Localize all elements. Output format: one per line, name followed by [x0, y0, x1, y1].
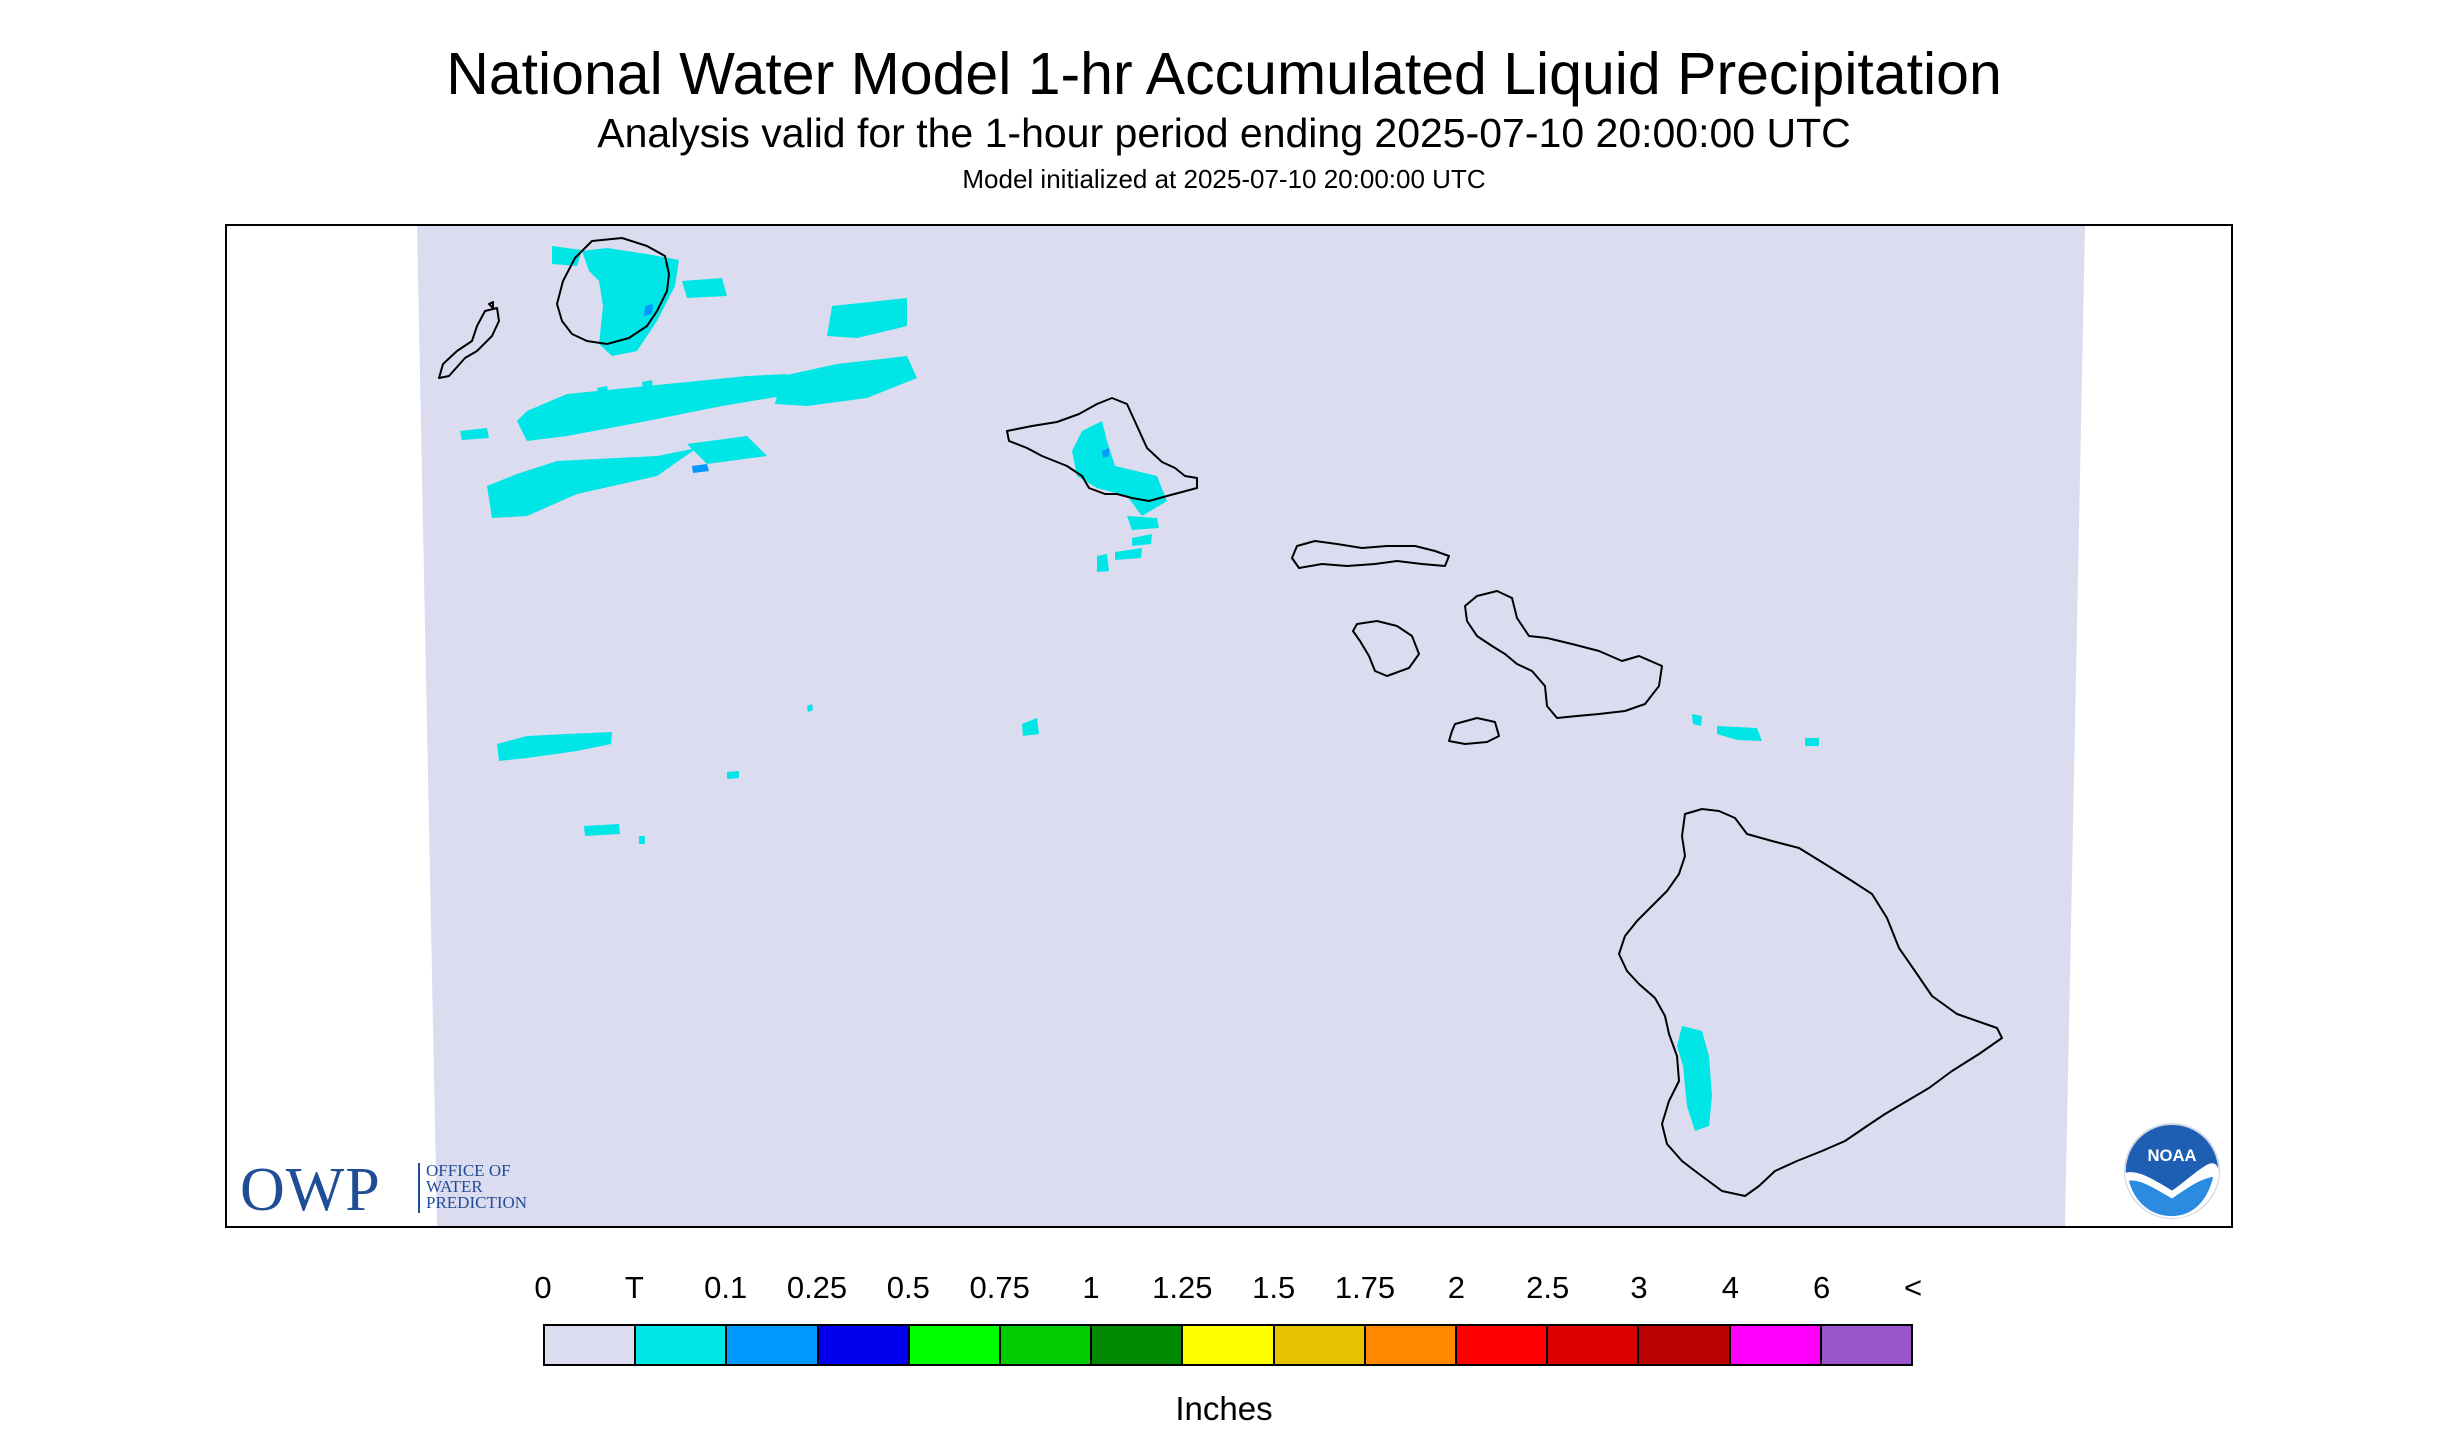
chart-subtitle: Analysis valid for the 1-hour period end…: [597, 110, 1851, 156]
precip-trace-areas: [460, 246, 1819, 1131]
precip-patch: [827, 298, 907, 338]
precip-light-areas: [644, 304, 1109, 473]
chart-title: National Water Model 1-hr Accumulated Li…: [446, 41, 2002, 107]
legend-tick-label: 0.1: [704, 1270, 748, 1305]
legend-color-box: [1274, 1326, 1366, 1364]
precip-patch: [644, 304, 653, 316]
legend-labels: 0 T 0.1 0.25 0.5 0.75 1 1.25 1.5 1.75 2 2.5 3 4 6 <: [0, 1270, 2448, 1310]
island-kauai: [556, 237, 670, 345]
precip-patch: [1127, 516, 1159, 530]
precip-patch: [807, 704, 813, 712]
precip-patch: [1805, 738, 1819, 746]
precip-patch: [487, 448, 697, 518]
legend-unit-label: Inches: [1175, 1390, 1273, 1427]
precip-patch: [775, 356, 917, 406]
precip-patch: [597, 386, 609, 396]
legend-tick-label: 0.5: [886, 1270, 930, 1305]
legend-tick-label: T: [624, 1270, 644, 1305]
island-lanai: [1352, 620, 1420, 677]
precip-map: [417, 226, 2085, 1226]
legend-tick-label: 1.5: [1252, 1270, 1296, 1305]
coastlines: [438, 237, 2003, 1197]
owp-logo-line: PREDICTION: [426, 1193, 528, 1212]
precip-patch: [687, 436, 767, 464]
precip-patch: [460, 428, 489, 440]
map-domain: [417, 226, 2085, 1226]
legend-color-box: [1821, 1326, 1912, 1364]
legend-color-box: [1092, 1326, 1184, 1364]
legend-tick-label: 1.25: [1152, 1270, 1213, 1305]
legend-color-box: [1548, 1326, 1640, 1364]
legend-tick-label: 0.75: [969, 1270, 1030, 1305]
noaa-logo-text: NOAA: [2147, 1146, 2196, 1165]
precip-patch: [582, 248, 679, 356]
precip-patch: [1132, 534, 1152, 546]
legend-tick-label: 0.25: [786, 1270, 848, 1305]
owp-logo-divider: [418, 1163, 420, 1213]
legend-color-box: [1365, 1326, 1458, 1364]
legend-color-bar: [543, 1324, 1913, 1366]
map-frame: OWP OFFICE OF WATER PREDICTION NOAA: [225, 224, 2233, 1228]
precip-patch: [1692, 714, 1702, 726]
legend-color-box: [1001, 1326, 1093, 1364]
island-niihau-islet: [488, 301, 494, 309]
legend-color-box: [1730, 1326, 1822, 1364]
legend-tick-label: 2.5: [1526, 1270, 1570, 1305]
legend-tick-label: 1: [1082, 1270, 1100, 1305]
island-molokai: [1291, 540, 1450, 569]
color-legend: 0 T 0.1 0.25 0.5 0.75 1 1.25 1.5 1.75 2 2.5 3 4 6 < Inc…: [0, 1260, 2448, 1450]
legend-tick-label: <: [1903, 1270, 1923, 1305]
island-maui: [1464, 590, 1663, 719]
island-hawaii: [1618, 808, 2003, 1197]
precip-patch: [642, 380, 653, 390]
precip-patch: [1022, 718, 1039, 736]
noaa-logo: NOAA: [2123, 1122, 2221, 1220]
legend-color-box: [1457, 1326, 1549, 1364]
precip-patch: [1677, 1026, 1712, 1131]
owp-logo-letters: OWP: [240, 1156, 381, 1224]
precip-patch: [682, 278, 727, 298]
legend-color-box: [1183, 1326, 1275, 1364]
precip-patch: [1097, 554, 1109, 572]
legend-color-box: [909, 1326, 1002, 1364]
precip-patch: [584, 824, 620, 836]
legend-tick-label: 0: [534, 1270, 552, 1305]
owp-logo-line: WATER: [426, 1177, 483, 1196]
legend-tick-label: 4: [1721, 1270, 1739, 1305]
precip-patch: [1115, 548, 1142, 560]
owp-logo-line: OFFICE OF: [426, 1161, 511, 1180]
legend-tick-label: 3: [1630, 1270, 1648, 1305]
island-niihau: [438, 307, 500, 379]
legend-tick-label: 2: [1447, 1270, 1465, 1305]
owp-logo-name: OFFICE OF WATER PREDICTION: [426, 1161, 528, 1212]
model-init-text: Model initialized at 2025-07-10 20:00:00…: [962, 164, 1486, 194]
precip-patch: [1717, 726, 1762, 741]
legend-tick-label: 1.75: [1334, 1270, 1396, 1305]
precip-patch: [639, 836, 645, 844]
precip-patch: [517, 374, 787, 441]
legend-color-box: [727, 1326, 819, 1364]
precip-patch: [692, 464, 709, 473]
island-kahoolawe: [1448, 717, 1500, 745]
precip-patch: [727, 771, 739, 779]
legend-color-box: [818, 1326, 910, 1364]
legend-color-box: [636, 1326, 728, 1364]
legend-color-box: [545, 1326, 637, 1364]
island-oahu: [1006, 397, 1198, 502]
precip-patch: [1072, 421, 1167, 516]
legend-color-box: [1639, 1326, 1731, 1364]
legend-tick-label: 6: [1813, 1270, 1831, 1305]
precip-patch: [497, 732, 612, 761]
precip-patch: [1102, 448, 1109, 458]
